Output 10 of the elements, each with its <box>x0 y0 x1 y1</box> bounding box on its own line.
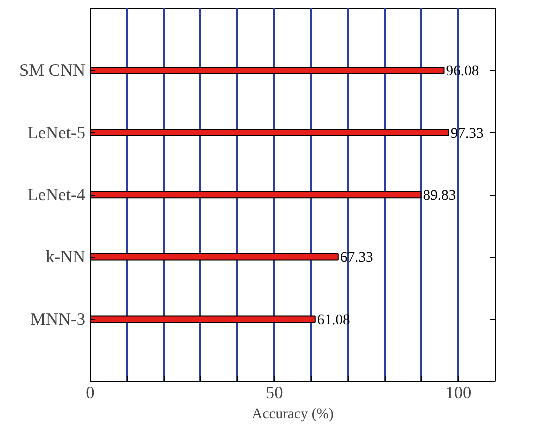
y-tick-label: LeNet-5 <box>28 123 86 142</box>
x-tick-label: 100 <box>446 384 472 402</box>
data-label: 89.83 <box>423 188 456 204</box>
x-tick-label: 0 <box>86 384 95 402</box>
y-tick-label: LeNet-4 <box>28 186 86 204</box>
x-tick-label: 50 <box>266 384 284 402</box>
x-axis-title: Accuracy (%) <box>252 406 334 422</box>
y-tick-label: MNN-3 <box>30 310 86 329</box>
y-tick-label: SM CNN <box>20 61 86 80</box>
y-tick-label: k-NN <box>46 248 86 267</box>
